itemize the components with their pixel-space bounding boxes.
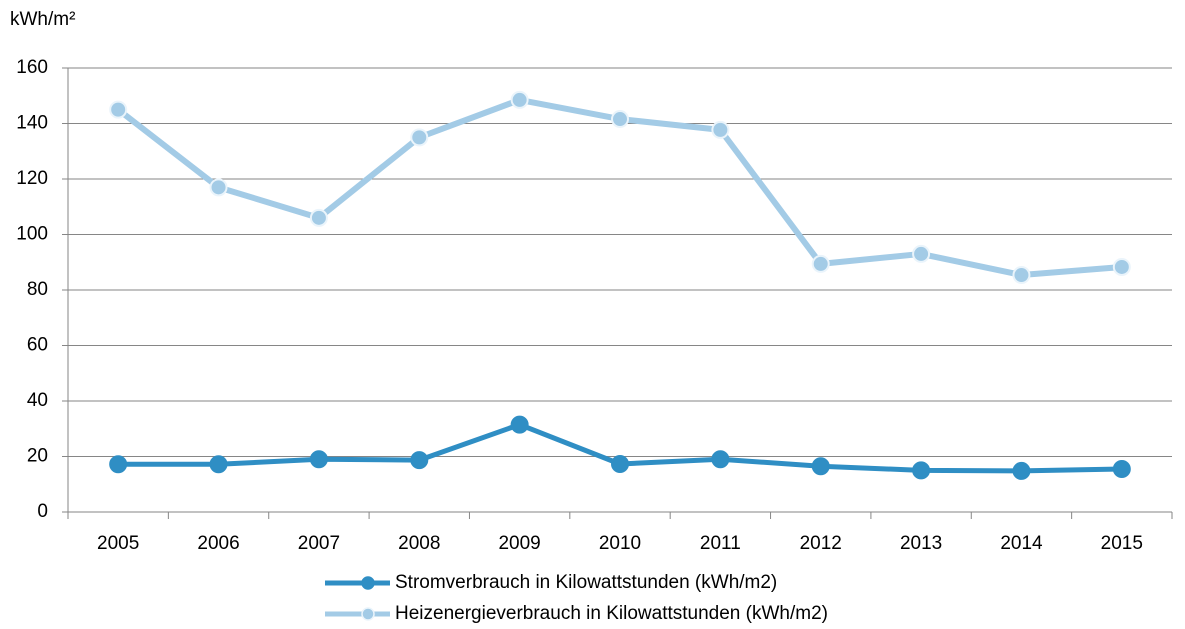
data-point — [1012, 266, 1031, 285]
data-point — [811, 254, 830, 273]
x-tick-label: 2005 — [97, 533, 139, 554]
data-point — [811, 457, 830, 476]
data-point — [309, 208, 328, 227]
y-axis-label: kWh/m² — [10, 9, 75, 30]
data-point — [209, 178, 228, 197]
x-tick-label: 2011 — [700, 533, 741, 554]
data-point — [1112, 257, 1131, 276]
x-tick-label: 2014 — [1000, 533, 1043, 554]
x-tick-label: 2009 — [498, 533, 540, 554]
data-point — [410, 128, 429, 147]
data-point — [1112, 459, 1131, 478]
legend-swatch-dot — [361, 607, 375, 621]
x-tick-label: 2007 — [298, 533, 340, 554]
data-point — [410, 451, 429, 470]
y-tick-label: 60 — [27, 335, 48, 356]
data-point — [109, 455, 128, 474]
y-tick-label: 20 — [27, 446, 48, 467]
data-point — [510, 90, 529, 109]
y-tick-label: 160 — [16, 57, 48, 78]
legend-label: Heizenergieverbrauch in Kilowattstunden … — [395, 603, 828, 624]
x-tick-label: 2012 — [800, 533, 842, 554]
y-tick-label: 0 — [37, 501, 48, 522]
data-point — [912, 461, 931, 480]
y-tick-label: 80 — [27, 279, 48, 300]
data-point — [510, 415, 529, 434]
y-tick-label: 140 — [16, 113, 48, 134]
data-point — [309, 450, 328, 469]
legend-swatch-dot — [361, 576, 375, 590]
x-tick-label: 2013 — [900, 533, 942, 554]
data-point — [1012, 461, 1031, 480]
legend-label: Stromverbrauch in Kilowattstunden (kWh/m… — [395, 572, 777, 593]
y-tick-label: 40 — [27, 390, 48, 411]
data-point — [611, 454, 629, 473]
x-tick-label: 2006 — [197, 533, 239, 554]
x-tick-label: 2008 — [398, 533, 440, 554]
data-point — [109, 100, 128, 119]
data-point — [711, 120, 730, 139]
data-point — [912, 244, 931, 263]
y-tick-label: 120 — [16, 168, 48, 189]
x-tick-label: 2010 — [599, 533, 641, 554]
y-tick-label: 100 — [16, 224, 48, 245]
data-point — [209, 455, 228, 474]
data-point — [711, 450, 730, 469]
x-tick-label: 2015 — [1101, 533, 1143, 554]
data-point — [611, 110, 629, 129]
